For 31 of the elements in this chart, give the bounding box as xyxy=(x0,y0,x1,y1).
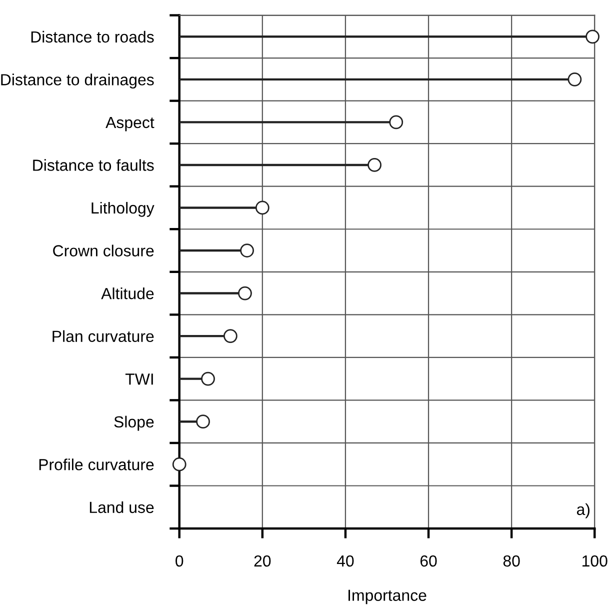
x-tick-label: 40 xyxy=(336,555,354,567)
y-tick-label: Distance to roads xyxy=(31,30,154,43)
point xyxy=(568,72,582,86)
y-tick-label: TWI xyxy=(125,374,153,385)
y-tick-label: Altitude xyxy=(101,287,154,300)
point xyxy=(255,200,270,215)
y-tick-label: Distance to drainages xyxy=(1,74,154,89)
point xyxy=(238,286,252,300)
point xyxy=(586,30,600,44)
x-tick-label: 100 xyxy=(582,555,608,567)
y-tick-label: Aspect xyxy=(106,117,154,132)
x-tick-label: 0 xyxy=(176,555,184,567)
x-tick-label: 60 xyxy=(420,555,437,567)
point xyxy=(172,457,186,472)
y-tick-label: Profile curvature xyxy=(39,458,154,470)
point xyxy=(196,414,210,429)
point xyxy=(240,244,254,258)
annotation: a) xyxy=(576,503,590,518)
y-tick-label: Land use xyxy=(90,501,154,514)
point xyxy=(368,158,382,172)
point xyxy=(389,115,404,130)
point xyxy=(223,329,238,343)
y-tick-label: Plan curvature xyxy=(52,330,154,342)
y-tick-label: Lithology xyxy=(92,202,154,217)
point xyxy=(201,372,215,386)
x-tick-label: 20 xyxy=(254,555,271,567)
y-tick-label: Slope xyxy=(114,416,154,431)
x-axis-title: Importance xyxy=(348,590,426,604)
x-tick-label: 80 xyxy=(503,555,520,567)
y-tick-label: Crown closure xyxy=(53,244,154,256)
y-tick-label: Distance to faults xyxy=(33,159,154,171)
